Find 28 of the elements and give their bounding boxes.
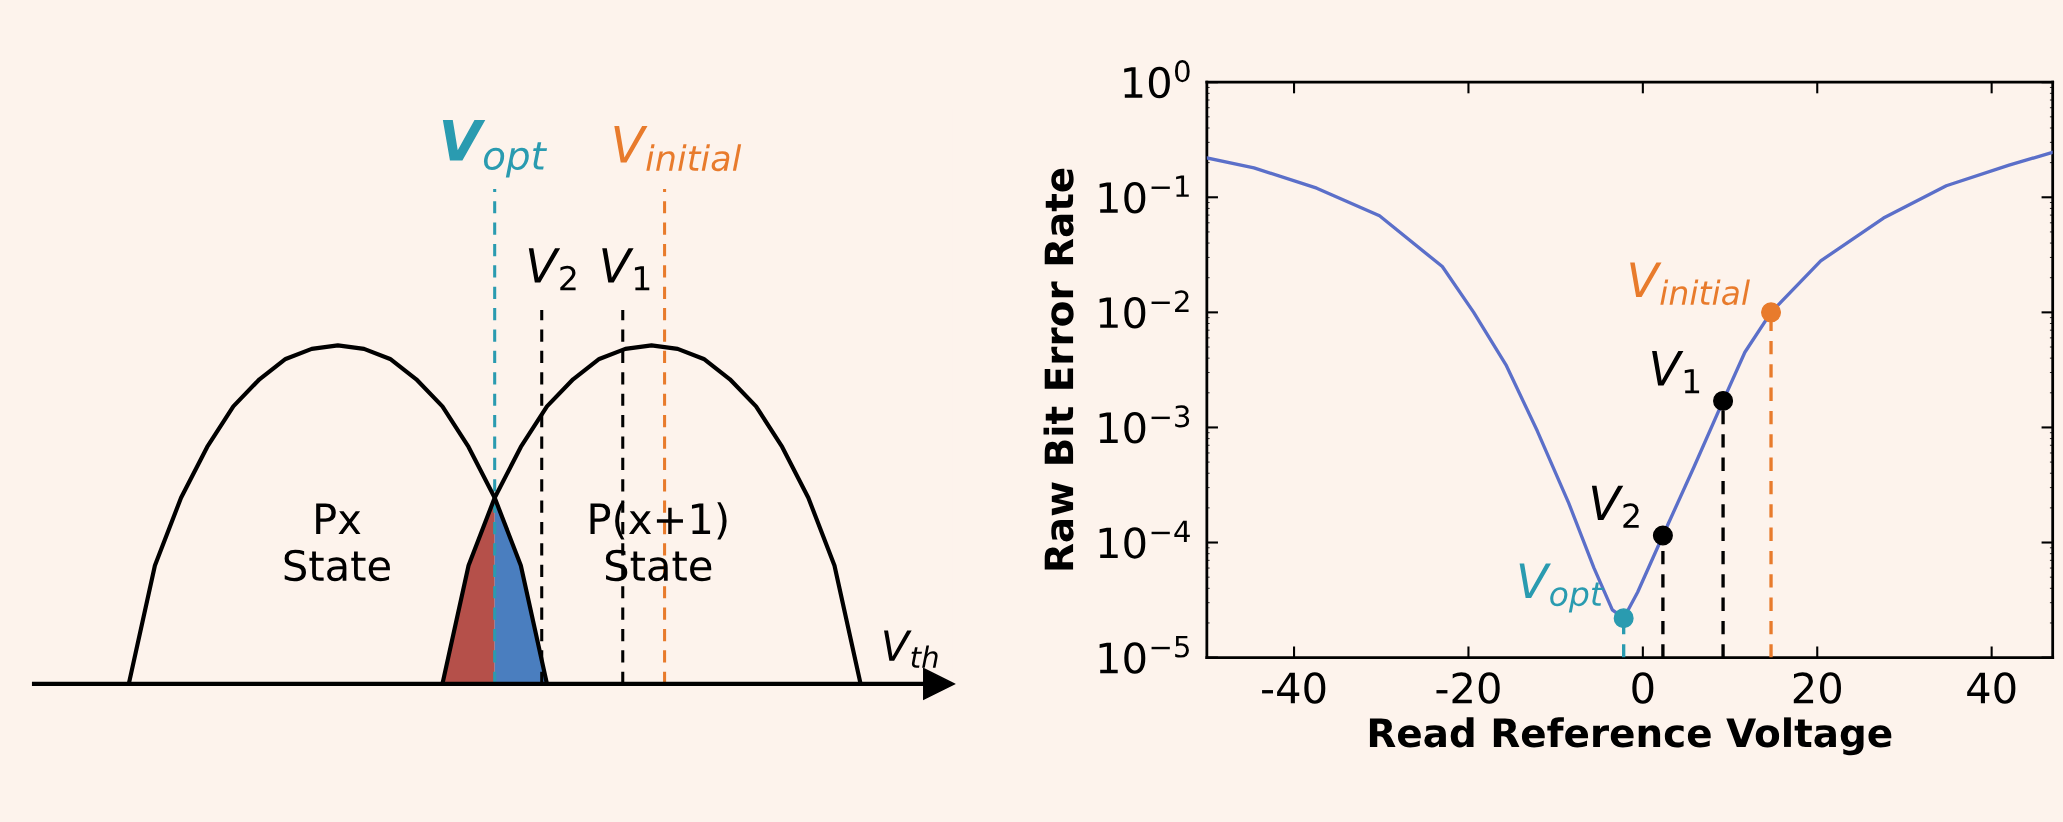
x-tick-label: 40 <box>1967 672 2016 704</box>
y-tick-label: 10$^{−1}$ <box>1099 175 1189 214</box>
x-tick-label: 0 <box>1632 672 1654 704</box>
y-tick-label: 10$^{−2}$ <box>1099 290 1189 329</box>
x-tick-label: -40 <box>1262 672 1326 704</box>
annotation: P(x+1) State <box>590 502 727 582</box>
text: V$_{2}$ <box>528 248 576 291</box>
point <box>1761 302 1782 323</box>
annotation: Px State <box>284 503 390 582</box>
series-label: V$_{opt}$ <box>1519 563 1604 613</box>
series-label: V$_{initial}$ <box>1630 262 1750 306</box>
y-tick-label: 10$^{0}$ <box>1124 60 1190 99</box>
point <box>1652 525 1673 546</box>
x-axis-title: Read Reference Voltage <box>1369 717 1892 756</box>
y-tick-label: 10$^{−3}$ <box>1099 405 1190 444</box>
y-tick-label: 10$^{−5}$ <box>1099 635 1189 674</box>
text: V$_{1}$ <box>602 248 650 291</box>
x-tick-label: 20 <box>1793 672 1841 704</box>
point <box>1713 390 1734 411</box>
point <box>1613 608 1634 629</box>
text: V$_{th}$ <box>884 630 938 668</box>
x-tick-label: -20 <box>1436 672 1500 704</box>
text: V$_{initial}$ <box>614 126 742 172</box>
y-axis-title: Raw Bit Error Rate <box>1043 168 1074 570</box>
y-tick-label: 10$^{−4}$ <box>1099 520 1190 559</box>
series-label: V$_{2}$ <box>1591 485 1639 528</box>
series-label: V$_{1}$ <box>1652 351 1700 394</box>
text: V$_{opt}$ <box>442 119 548 178</box>
